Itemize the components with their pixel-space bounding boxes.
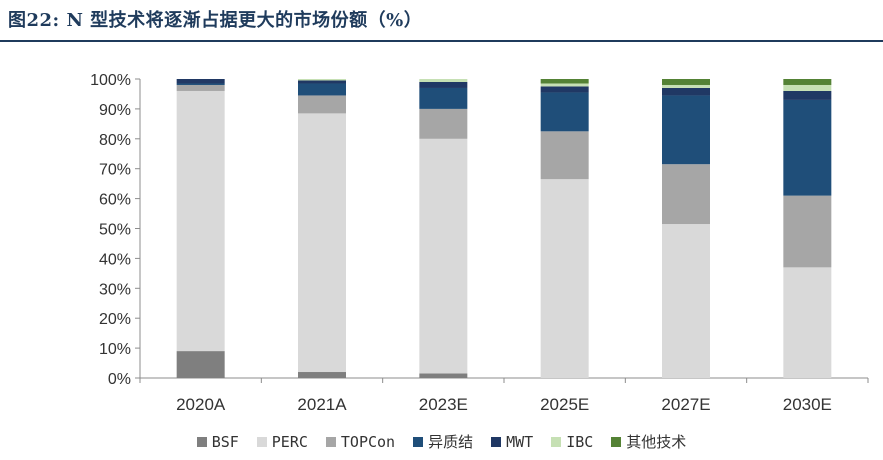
bar-segment	[419, 79, 468, 82]
x-tick-label: 2027E	[661, 395, 710, 414]
bar-segment	[662, 224, 710, 378]
bar-segment	[419, 81, 468, 88]
legend-item: IBC	[551, 431, 593, 452]
legend-swatch	[256, 436, 267, 447]
y-tick-label: 30%	[99, 281, 131, 298]
legend-item: TOPCon	[325, 431, 396, 452]
y-tick-label: 90%	[99, 102, 131, 119]
stacked-bar-chart: 0%10%20%30%40%50%60%70%80%90%100% 2020A 2…	[90, 72, 869, 414]
bar-segment	[783, 99, 832, 196]
legend-item: 异质结	[413, 431, 473, 452]
legend-swatch	[491, 436, 502, 447]
legend-label: IBC	[566, 432, 594, 451]
y-tick-label: 40%	[99, 251, 131, 268]
title-rule	[0, 40, 883, 42]
x-tick-label: 2025E	[540, 395, 589, 414]
bar-segment	[419, 87, 468, 109]
bar-segment	[419, 373, 468, 378]
figure-title: 图22: N 型技术将逐渐占据更大的市场份额（%）	[8, 10, 423, 31]
bar-segment	[419, 108, 468, 139]
y-tick-label: 10%	[99, 341, 131, 358]
legend-label: PERC	[271, 432, 308, 451]
bars	[176, 79, 832, 378]
y-tick-label: 80%	[99, 132, 131, 149]
legend-swatch	[413, 436, 424, 447]
bar-segment	[783, 195, 832, 268]
bar-segment	[540, 79, 589, 84]
bar-segment	[298, 83, 346, 96]
bar-segment	[783, 267, 832, 378]
bar-segment	[540, 83, 589, 87]
y-tick-label: 70%	[99, 162, 131, 179]
bar-segment	[540, 92, 589, 132]
bar-segment	[783, 90, 832, 100]
x-tick-label: 2030E	[783, 395, 832, 414]
bar-segment	[298, 113, 346, 373]
y-tick-label: 100%	[90, 72, 131, 89]
legend-item: 其他技术	[611, 431, 686, 452]
legend-label: TOPCon	[340, 432, 396, 451]
y-tick-label: 50%	[99, 222, 131, 239]
bar-segment	[783, 84, 832, 91]
legend-swatch	[196, 436, 207, 447]
x-tick-label: 2020A	[176, 395, 226, 414]
bar-segment	[540, 86, 589, 93]
y-tick-label: 60%	[99, 192, 131, 209]
bar-segment	[783, 79, 832, 85]
bar-segment	[419, 138, 468, 374]
x-tick-label: 2021A	[297, 395, 347, 414]
bar-segment	[176, 84, 225, 91]
bar-segment	[662, 164, 710, 225]
bar-segment	[176, 83, 225, 85]
bar-segment	[662, 95, 710, 165]
y-tick-label: 20%	[99, 311, 131, 328]
bar-segment	[662, 79, 710, 85]
legend: BSF PERC TOPCon 异质结 MWT IBC 其他技术	[0, 431, 883, 452]
bar-segment	[298, 79, 346, 81]
bar-segment	[662, 84, 710, 88]
legend-item: BSF	[196, 431, 239, 452]
bar-segment	[176, 79, 225, 84]
bar-segment	[540, 179, 589, 378]
legend-label: 其他技术	[626, 433, 687, 451]
x-axis: 2020A 2021A 2023E 2025E 2027E 2030E	[139, 377, 869, 414]
legend-item: PERC	[256, 431, 308, 452]
bar-segment	[176, 90, 225, 352]
y-axis: 0% 10% 20% 30% 40% 50% 60% 70% 80% 90% 100%	[90, 72, 141, 388]
y-tick-label: 0%	[108, 371, 131, 388]
legend-swatch	[611, 436, 622, 447]
legend-label: BSF	[211, 432, 239, 451]
legend-swatch	[325, 436, 336, 447]
bar-segment	[176, 351, 225, 378]
bar-segment	[662, 87, 710, 96]
bar-segment	[540, 131, 589, 180]
legend-label: MWT	[506, 432, 534, 451]
bar-segment	[298, 80, 346, 84]
legend-swatch	[551, 436, 562, 447]
legend-item: MWT	[491, 431, 533, 452]
bar-segment	[298, 95, 346, 114]
x-tick-label: 2023E	[419, 395, 468, 414]
legend-label: 异质结	[428, 433, 474, 451]
bar-segment	[298, 372, 346, 378]
